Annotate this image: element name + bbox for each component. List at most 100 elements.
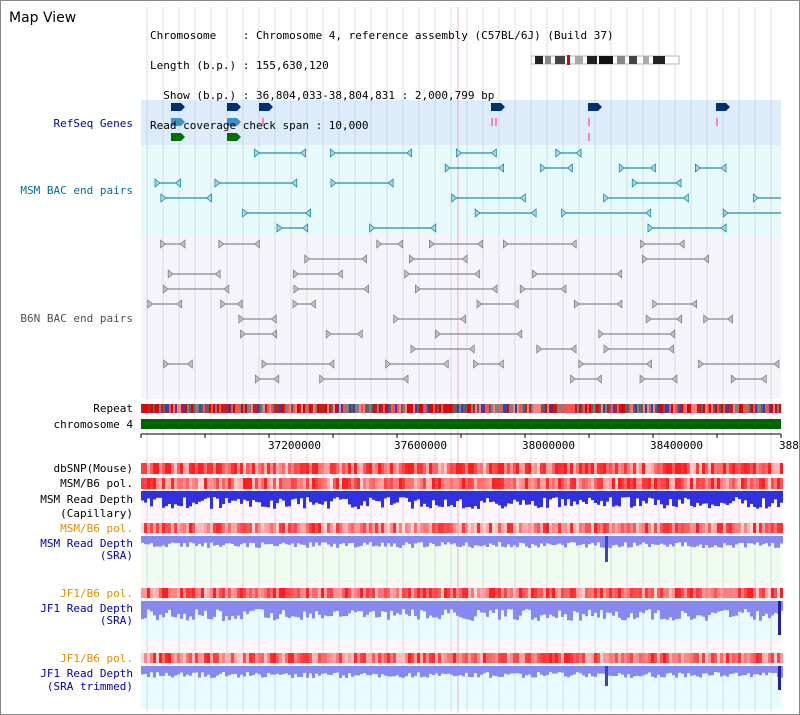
read-depth-bar xyxy=(348,491,351,505)
read-depth-bar xyxy=(408,666,411,674)
bac-end-glyph xyxy=(310,299,316,309)
polymorphism-cell xyxy=(621,523,624,533)
repeat-band xyxy=(729,404,731,413)
refseq-gene xyxy=(171,118,185,126)
polymorphism-cell xyxy=(708,463,711,474)
bac-end-glyph xyxy=(490,148,497,158)
read-depth-bar xyxy=(345,491,348,499)
read-depth-bar xyxy=(618,536,621,548)
polymorphism-cell xyxy=(354,588,357,598)
polymorphism-cell xyxy=(459,588,462,598)
repeat-band xyxy=(207,404,209,413)
polymorphism-cell xyxy=(378,478,381,489)
polymorphism-cell xyxy=(747,653,750,663)
polymorphism-cell xyxy=(612,588,615,598)
track-label-msm-read-depth-sra[interactable]: MSM Read Depth xyxy=(40,537,133,550)
polymorphism-cell xyxy=(537,588,540,598)
polymorphism-cell xyxy=(705,478,708,489)
polymorphism-cell xyxy=(429,478,432,489)
read-depth-bar xyxy=(351,666,354,677)
read-depth-bar xyxy=(684,601,687,613)
track-label-refseq-genes[interactable]: RefSeq Genes xyxy=(53,117,133,130)
read-depth-bar xyxy=(495,601,498,610)
repeat-band xyxy=(631,404,633,413)
track-label-chromosome[interactable]: chromosome 4 xyxy=(53,418,133,431)
repeat-band xyxy=(181,404,183,413)
polymorphism-cell xyxy=(723,478,726,489)
track-label-jf1-b6-pol-2[interactable]: JF1/B6 pol. xyxy=(60,652,133,665)
chromosome-ideogram[interactable] xyxy=(531,54,681,66)
repeat-band xyxy=(221,404,223,413)
read-depth-bar xyxy=(348,601,351,614)
repeat-band xyxy=(479,404,481,413)
polymorphism-cell xyxy=(624,478,627,489)
repeat-band xyxy=(191,404,193,413)
read-depth-bar xyxy=(387,601,390,620)
read-depth-bar xyxy=(705,601,708,621)
polymorphism-cell xyxy=(198,588,201,598)
track-label-msm-b6-pol-2[interactable]: MSM/B6 pol. xyxy=(60,522,133,535)
polymorphism-cell xyxy=(246,463,249,474)
read-depth-bar xyxy=(552,601,555,617)
show-range-info: Show (b.p.) : 36,804,033-38,804,831 : 2,… xyxy=(150,89,495,102)
polymorphism-cell xyxy=(468,523,471,533)
track-label-b6n-bac[interactable]: B6N BAC end pairs xyxy=(20,312,133,325)
read-depth-bar xyxy=(534,536,537,546)
bac-end-glyph xyxy=(356,329,363,339)
polymorphism-cell xyxy=(534,588,537,598)
polymorphism-cell xyxy=(771,478,774,489)
read-depth-bar xyxy=(723,491,726,504)
read-depth-bar xyxy=(360,536,363,546)
read-depth-bar xyxy=(558,491,561,508)
bac-end-glyph xyxy=(561,208,567,218)
coverage-span-info: Read coverage check span : 10,000 xyxy=(150,119,369,132)
read-depth-bar xyxy=(270,491,273,501)
read-depth-bar xyxy=(375,601,378,618)
track-label-jf1-read-depth-trimmed[interactable]: JF1 Read Depth xyxy=(40,667,133,680)
repeat-band xyxy=(395,404,397,413)
repeat-band xyxy=(467,404,469,413)
read-depth-bar xyxy=(168,491,171,504)
track-label-jf1-read-depth-sra[interactable]: JF1 Read Depth xyxy=(40,602,133,615)
read-depth-bar xyxy=(216,536,219,545)
repeat-band xyxy=(621,404,623,413)
polymorphism-cell xyxy=(333,523,336,533)
read-depth-bar xyxy=(627,536,630,548)
track-label-msm-bac[interactable]: MSM BAC end pairs xyxy=(20,184,133,197)
polymorphism-cell xyxy=(273,478,276,489)
track-label-msm-b6-pol-1[interactable]: MSM/B6 pol. xyxy=(60,477,133,490)
read-depth-bar xyxy=(564,601,567,615)
read-depth-bar xyxy=(294,536,297,548)
bac-end-glyph xyxy=(415,284,421,294)
bac-end-glyph xyxy=(147,299,154,309)
polymorphism-cell xyxy=(471,653,474,663)
read-depth-bar xyxy=(216,666,219,676)
track-label-msm-read-depth-capillary[interactable]: MSM Read Depth xyxy=(40,493,133,506)
polymorphism-cell xyxy=(657,478,660,489)
repeat-band xyxy=(291,404,293,413)
polymorphism-cell xyxy=(738,478,741,489)
polymorphism-cell xyxy=(402,523,405,533)
repeat-band xyxy=(655,404,657,413)
polymorphism-cell xyxy=(588,588,591,598)
repeat-band xyxy=(661,404,663,413)
polymorphism-cell xyxy=(576,463,579,474)
polymorphism-cell xyxy=(390,523,393,533)
polymorphism-cell xyxy=(279,588,282,598)
polymorphism-cell xyxy=(252,478,255,489)
track-label-jf1-b6-pol-1[interactable]: JF1/B6 pol. xyxy=(60,587,133,600)
bac-end-glyph xyxy=(512,299,519,309)
track-label-dbsnp[interactable]: dbSNP(Mouse) xyxy=(53,462,133,475)
track-label-repeat[interactable]: Repeat xyxy=(93,402,133,415)
polymorphism-cell xyxy=(561,653,564,663)
polymorphism-cell xyxy=(651,463,654,474)
read-depth-bar xyxy=(579,536,582,545)
polymorphism-cell xyxy=(225,463,228,474)
polymorphism-cell xyxy=(348,463,351,474)
bac-end-glyph xyxy=(387,178,394,188)
read-depth-bar xyxy=(546,491,549,508)
polymorphism-cell xyxy=(510,523,513,533)
repeat-band xyxy=(577,404,579,413)
polymorphism-cell xyxy=(648,588,651,598)
